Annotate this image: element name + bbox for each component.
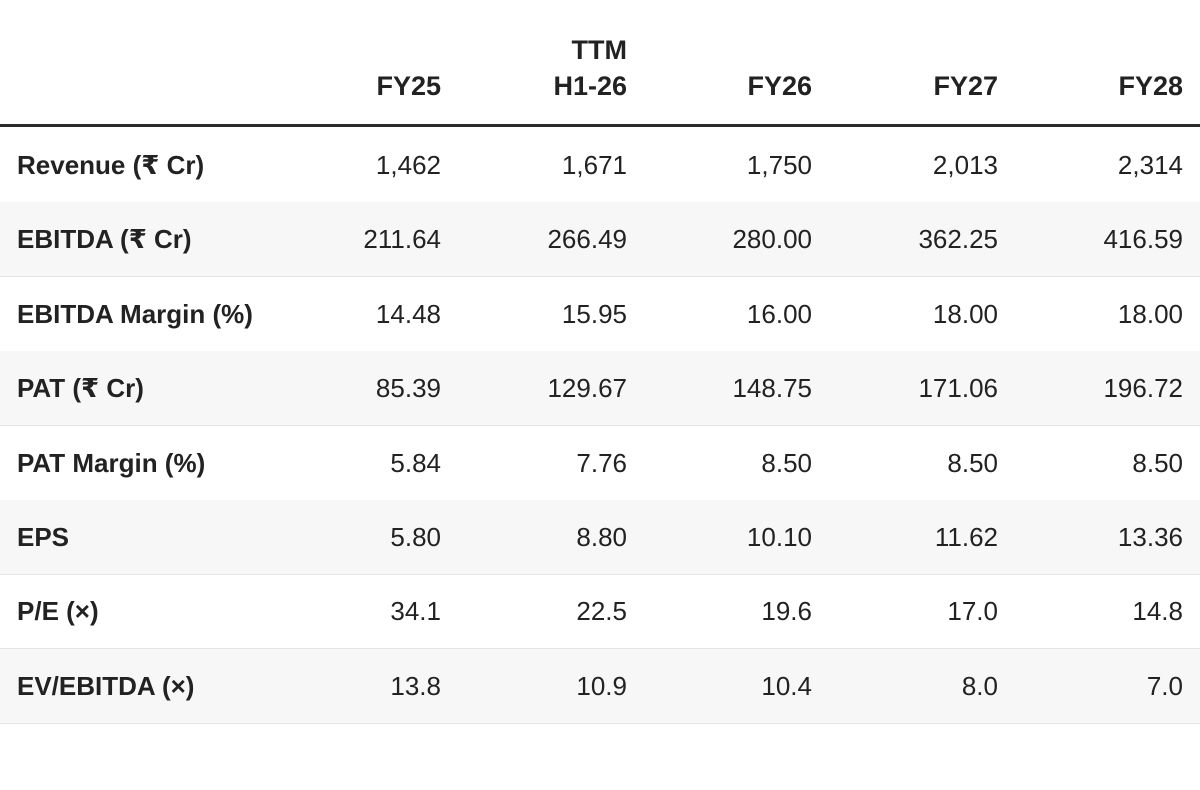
header-line: FY25 bbox=[376, 71, 441, 101]
cell-value: 14.48 bbox=[375, 298, 441, 329]
column-header: FY27 bbox=[818, 68, 998, 104]
column-header: FY28 bbox=[1003, 68, 1183, 104]
table-row: EPS 5.80 8.80 10.10 11.62 13.36 bbox=[0, 500, 1200, 575]
cell-value: 13.36 bbox=[1117, 522, 1183, 552]
cell-value: 171.06 bbox=[918, 373, 998, 404]
cell-value: 85.39 bbox=[375, 373, 441, 404]
table-row: PAT Margin (%) 5.84 7.76 8.50 8.50 8.50 bbox=[0, 426, 1200, 501]
cell-value: 266.49 bbox=[547, 224, 627, 255]
column-header: FY25 bbox=[261, 68, 441, 104]
cell-value: 362.25 bbox=[918, 224, 998, 255]
cell-value: 280.00 bbox=[732, 224, 812, 255]
cell-value: 34.1 bbox=[390, 596, 441, 627]
cell-value: 2,314 bbox=[1117, 150, 1183, 180]
table-row: EV/EBITDA (×) 13.8 10.9 10.4 8.0 7.0 bbox=[0, 648, 1200, 724]
cell-value: 22.5 bbox=[576, 596, 627, 627]
table-header: FY25 TTM H1-26 FY26 FY27 FY28 bbox=[0, 0, 1200, 127]
column-header: TTM H1-26 bbox=[447, 32, 627, 104]
cell-value: 7.76 bbox=[576, 447, 627, 478]
header-line: FY28 bbox=[1118, 71, 1183, 101]
cell-value: 18.00 bbox=[1117, 298, 1183, 329]
row-label: EBITDA Margin (%) bbox=[17, 298, 253, 329]
cell-value: 8.0 bbox=[961, 670, 998, 701]
cell-value: 11.62 bbox=[934, 522, 998, 552]
cell-value: 16.00 bbox=[746, 298, 812, 329]
row-label: Revenue (₹ Cr) bbox=[17, 150, 205, 180]
cell-value: 1,671 bbox=[561, 150, 627, 180]
cell-value: 416.59 bbox=[1103, 224, 1183, 255]
cell-value: 1,462 bbox=[375, 150, 441, 180]
cell-value: 8.50 bbox=[761, 447, 812, 478]
cell-value: 17.0 bbox=[947, 596, 998, 627]
cell-value: 8.50 bbox=[947, 447, 998, 478]
row-label: EPS bbox=[17, 522, 70, 552]
cell-value: 5.80 bbox=[390, 522, 441, 552]
cell-value: 196.72 bbox=[1103, 373, 1183, 404]
cell-value: 211.64 bbox=[363, 224, 441, 255]
cell-value: 18.00 bbox=[932, 298, 998, 329]
header-line: H1-26 bbox=[553, 71, 627, 101]
cell-value: 15.95 bbox=[561, 298, 627, 329]
row-label: EV/EBITDA (×) bbox=[17, 670, 195, 701]
cell-value: 14.8 bbox=[1132, 596, 1183, 627]
cell-value: 5.84 bbox=[390, 447, 441, 478]
row-label: PAT (₹ Cr) bbox=[17, 373, 144, 404]
row-label: PAT Margin (%) bbox=[17, 447, 206, 478]
table-row: PAT (₹ Cr) 85.39 129.67 148.75 171.06 196.72 bbox=[0, 351, 1200, 427]
table-row: Revenue (₹ Cr) 1,462 1,671 1,750 2,013 2,314 bbox=[0, 128, 1200, 203]
header-line: FY26 bbox=[747, 71, 812, 101]
cell-value: 13.8 bbox=[390, 670, 441, 701]
header-line: TTM bbox=[571, 35, 627, 65]
cell-value: 19.6 bbox=[761, 596, 812, 627]
row-label: P/E (×) bbox=[17, 596, 99, 627]
cell-value: 2,013 bbox=[932, 150, 998, 180]
cell-value: 10.9 bbox=[576, 670, 627, 701]
header-line: FY27 bbox=[933, 71, 998, 101]
cell-value: 1,750 bbox=[746, 150, 812, 180]
table-row: EBITDA Margin (%) 14.48 15.95 16.00 18.00 18.… bbox=[0, 277, 1200, 352]
cell-value: 10.10 bbox=[746, 522, 812, 552]
column-header: FY26 bbox=[632, 68, 812, 104]
table-row: EBITDA (₹ Cr) 211.64 266.49 280.00 362.25 416… bbox=[0, 202, 1200, 278]
cell-value: 148.75 bbox=[732, 373, 812, 404]
cell-value: 8.80 bbox=[576, 522, 627, 552]
cell-value: 129.67 bbox=[547, 373, 627, 404]
cell-value: 7.0 bbox=[1146, 670, 1183, 701]
table-row: P/E (×) 34.1 22.5 19.6 17.0 14.8 bbox=[0, 574, 1200, 650]
cell-value: 8.50 bbox=[1132, 447, 1183, 478]
cell-value: 10.4 bbox=[761, 670, 812, 701]
row-label: EBITDA (₹ Cr) bbox=[17, 224, 192, 255]
